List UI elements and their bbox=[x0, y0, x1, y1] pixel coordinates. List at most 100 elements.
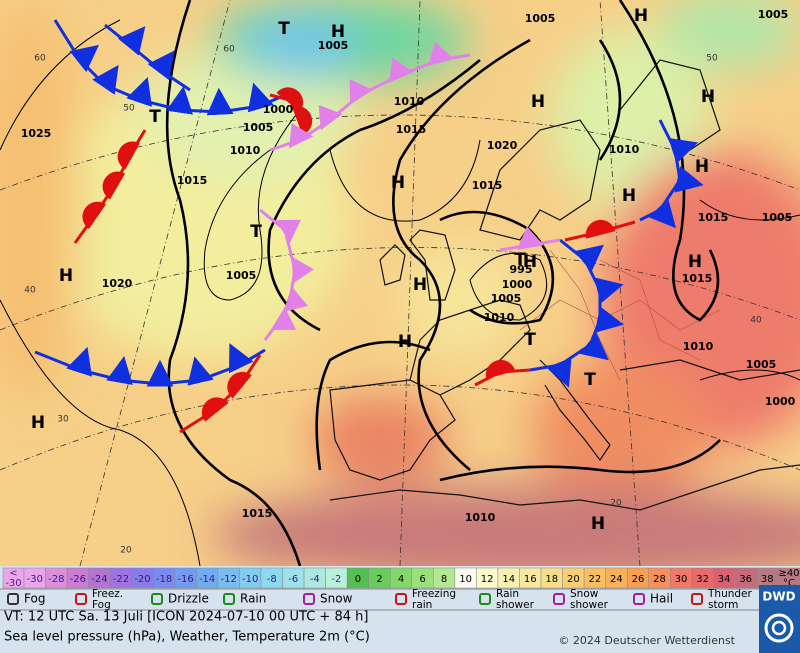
pressure-center: H bbox=[688, 252, 702, 272]
isobar-label: 1025 bbox=[21, 127, 52, 140]
isobar-label: 1000 bbox=[765, 395, 796, 408]
isobar-label: 1010 bbox=[484, 311, 515, 324]
scale-label: -16 bbox=[177, 574, 193, 585]
scale-label: -2 bbox=[331, 574, 341, 585]
legend-label: Fog bbox=[92, 599, 111, 611]
isobar-label: 1015 bbox=[682, 272, 713, 285]
isobar-label: 1015 bbox=[472, 179, 503, 192]
pressure-center: H bbox=[622, 186, 636, 206]
legend-icon bbox=[151, 593, 163, 605]
scale-label: 34 bbox=[718, 574, 731, 585]
scale-high-label: ≥40 bbox=[778, 568, 799, 579]
temperature-label: 20 bbox=[610, 499, 622, 509]
pressure-center: T bbox=[514, 250, 526, 270]
pressure-center: H bbox=[391, 173, 405, 193]
pressure-center: T bbox=[250, 222, 262, 242]
scale-label: -10 bbox=[242, 574, 258, 585]
legend-label: Snow bbox=[570, 588, 599, 600]
isobar-label: 1005 bbox=[758, 8, 789, 21]
legend-icon bbox=[7, 593, 19, 605]
pressure-center: T bbox=[278, 19, 290, 39]
coastlines bbox=[329, 59, 800, 511]
scale-label: -22 bbox=[113, 574, 129, 585]
legend-icon bbox=[479, 593, 491, 605]
temperature-label: 40 bbox=[24, 286, 36, 296]
legend-label: Thunder bbox=[707, 588, 753, 600]
legend-label: rain bbox=[412, 599, 432, 611]
legend-label: Freez. bbox=[92, 588, 123, 600]
isobar-label: 1015 bbox=[396, 123, 427, 136]
scale-label: -4 bbox=[310, 574, 320, 585]
dwd-logo-symbol-inner bbox=[771, 620, 787, 636]
legend-icon bbox=[633, 593, 645, 605]
temperature-label: 50 bbox=[123, 104, 135, 114]
scale-label: 32 bbox=[696, 574, 709, 585]
legend-label: Snow bbox=[320, 592, 353, 606]
legend-label: Freezing bbox=[412, 588, 456, 600]
isobar-label: 1000 bbox=[263, 103, 294, 116]
scale-label: 2 bbox=[376, 574, 382, 585]
scale-label: 18 bbox=[545, 574, 558, 585]
scale-label: 16 bbox=[524, 574, 537, 585]
pressure-center: H bbox=[695, 157, 709, 177]
dwd-logo-text: DWD bbox=[762, 590, 795, 604]
isobar-label: 1010 bbox=[609, 143, 640, 156]
pressure-center: T bbox=[149, 107, 161, 127]
pressure-center: T bbox=[584, 370, 596, 390]
scale-label: 22 bbox=[589, 574, 602, 585]
pressure-center: H bbox=[31, 413, 45, 433]
legend-icon bbox=[395, 593, 407, 605]
legend-label: Drizzle bbox=[168, 592, 209, 606]
pressure-center: H bbox=[591, 514, 605, 534]
scale-label: 28 bbox=[653, 574, 666, 585]
pressure-center: H bbox=[701, 87, 715, 107]
temperature-label: 30 bbox=[57, 415, 69, 425]
temperature-label: 60 bbox=[223, 45, 235, 55]
pressure-center: H bbox=[634, 6, 648, 26]
legend-label: shower bbox=[570, 599, 609, 611]
isobar-label: 1010 bbox=[683, 340, 714, 353]
legend-icon bbox=[553, 593, 565, 605]
scale-label: 10 bbox=[459, 574, 472, 585]
scale-label: -20 bbox=[134, 574, 150, 585]
legend-icon bbox=[691, 593, 703, 605]
scale-label: -14 bbox=[199, 574, 215, 585]
pressure-center: H bbox=[413, 275, 427, 295]
scale-low-label: < bbox=[9, 568, 17, 579]
temperature-scale: <-30 -30 -28 -26 -24 -22 -20 -18 -16 -14 -12 -10 -8-… bbox=[2, 567, 800, 589]
isobar-label: 1020 bbox=[487, 139, 518, 152]
scale-label: 14 bbox=[502, 574, 515, 585]
isobar-label: 1010 bbox=[465, 511, 496, 524]
pressure-center: H bbox=[523, 252, 537, 272]
legend-label: Hail bbox=[650, 592, 673, 606]
isobar-label: 1015 bbox=[698, 211, 729, 224]
legend-icon bbox=[303, 593, 315, 605]
isobar-label: 1005 bbox=[226, 269, 257, 282]
isobar-label: 995 bbox=[510, 263, 533, 276]
weather-legend: Fog Freez.Fog Drizzle Rain Snow FreezingrainR… bbox=[0, 588, 800, 611]
scale-label: 0 bbox=[355, 574, 361, 585]
isobar-label: 1005 bbox=[746, 358, 777, 371]
thin-isobars bbox=[0, 19, 800, 566]
scale-label: 8 bbox=[441, 574, 447, 585]
temperature-label: 60 bbox=[34, 54, 46, 64]
scale-label: -6 bbox=[288, 574, 298, 585]
scale-label: 38 bbox=[761, 574, 774, 585]
map-description: Sea level pressure (hPa), Weather, Tempe… bbox=[4, 630, 370, 645]
scale-label: -30 bbox=[27, 574, 43, 585]
scale-label: -8 bbox=[267, 574, 277, 585]
scale-label: 30 bbox=[675, 574, 688, 585]
isobar-label: 1010 bbox=[230, 144, 261, 157]
isobar-label: 1010 bbox=[394, 95, 425, 108]
scale-label: -24 bbox=[91, 574, 107, 585]
copyright: © 2024 Deutscher Wetterdienst bbox=[558, 634, 735, 647]
scale-label: 4 bbox=[398, 574, 404, 585]
legend-label: shower bbox=[496, 599, 535, 611]
legend-icon bbox=[223, 593, 235, 605]
pressure-center: H bbox=[331, 22, 345, 42]
pressure-center: H bbox=[59, 266, 73, 286]
scale-low-label: -30 bbox=[5, 578, 21, 589]
